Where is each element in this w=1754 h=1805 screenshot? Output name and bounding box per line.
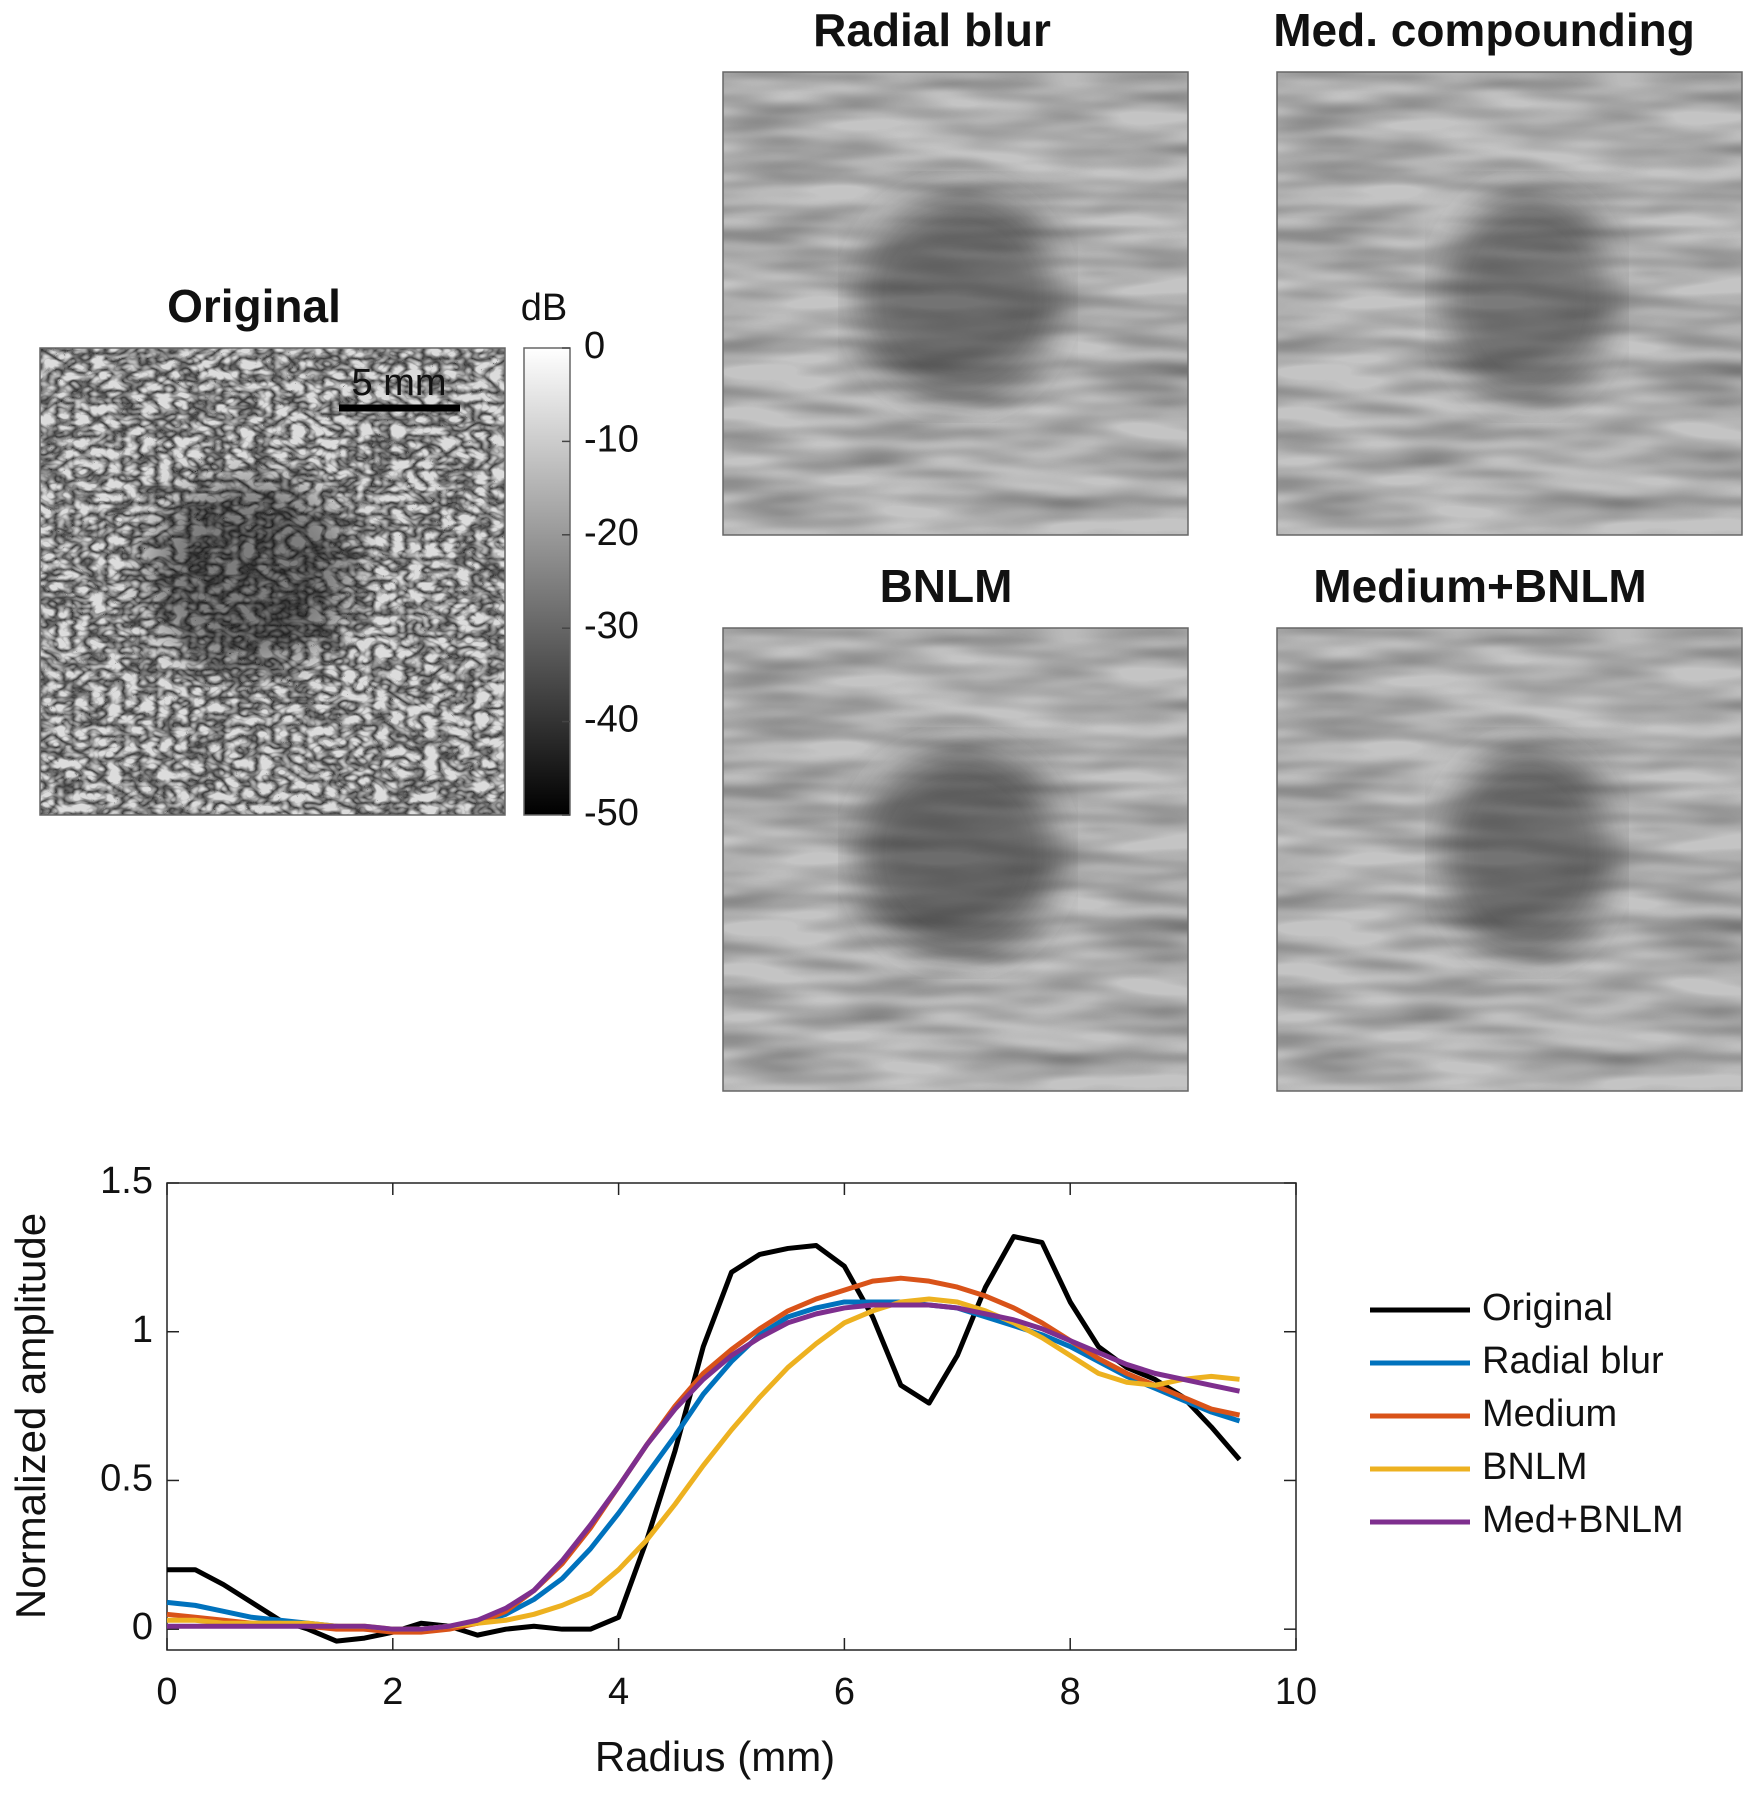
colorbar-tick-label: 0	[584, 325, 605, 367]
lesion	[858, 748, 1058, 958]
panel-title: Radial blur	[813, 4, 1051, 56]
data-line	[167, 1234, 1242, 1644]
colorbar-tick-label: -20	[584, 512, 639, 554]
image-panel	[723, 628, 1188, 1091]
scale-bar-label: 5 mm	[352, 362, 447, 404]
image-panel	[723, 72, 1188, 535]
colorbar	[523, 347, 571, 816]
x-tick-label: 10	[1275, 1671, 1317, 1713]
panel-title: Medium+BNLM	[1313, 560, 1647, 612]
image-frame	[1276, 627, 1743, 1092]
y-tick-label: 1	[132, 1309, 153, 1351]
legend-label: Radial blur	[1482, 1340, 1664, 1382]
panel-title: BNLM	[880, 560, 1013, 612]
panel-title: Med. compounding	[1273, 4, 1695, 56]
x-tick-label: 2	[382, 1671, 403, 1713]
colorbar-tick-label: -30	[584, 605, 639, 647]
colorbar-tick-label: -50	[584, 792, 639, 834]
legend-label: Med+BNLM	[1482, 1499, 1684, 1541]
axes-box	[166, 1182, 1297, 1651]
colorbar-label: dB	[521, 287, 567, 329]
y-axis-label: Normalized amplitude	[7, 1213, 54, 1619]
colorbar-tick-label: -40	[584, 699, 639, 741]
colorbar-tick-label: -10	[584, 418, 639, 460]
image-panel	[1277, 628, 1742, 1091]
image-frame	[722, 627, 1189, 1092]
y-tick-label: 1.5	[100, 1160, 153, 1202]
x-tick-label: 6	[834, 1671, 855, 1713]
image-grid	[722, 71, 1743, 1092]
line-chart: 0 2 4 6 8 10 0 0.5 1 1.5 Original Radial blur Medium…	[100, 1160, 1684, 1713]
x-axis-label: Radius (mm)	[595, 1733, 835, 1780]
image-frame	[1276, 71, 1743, 536]
panel-title: Original	[167, 280, 341, 332]
legend-label: BNLM	[1482, 1446, 1588, 1488]
lesion	[858, 192, 1058, 402]
x-tick-label: 0	[156, 1671, 177, 1713]
lesion	[1442, 192, 1612, 402]
y-tick-label: 0	[132, 1606, 153, 1648]
image-original	[40, 348, 505, 815]
lesion	[1442, 748, 1612, 958]
x-tick-label: 4	[608, 1671, 629, 1713]
legend-label: Medium	[1482, 1393, 1617, 1435]
data-line	[167, 1302, 1241, 1632]
image-frame	[722, 71, 1189, 536]
x-tick-label: 8	[1060, 1671, 1081, 1713]
image-frame	[39, 347, 506, 816]
y-tick-label: 0.5	[100, 1457, 153, 1499]
legend-label: Original	[1482, 1287, 1613, 1329]
image-panel	[1277, 72, 1742, 535]
